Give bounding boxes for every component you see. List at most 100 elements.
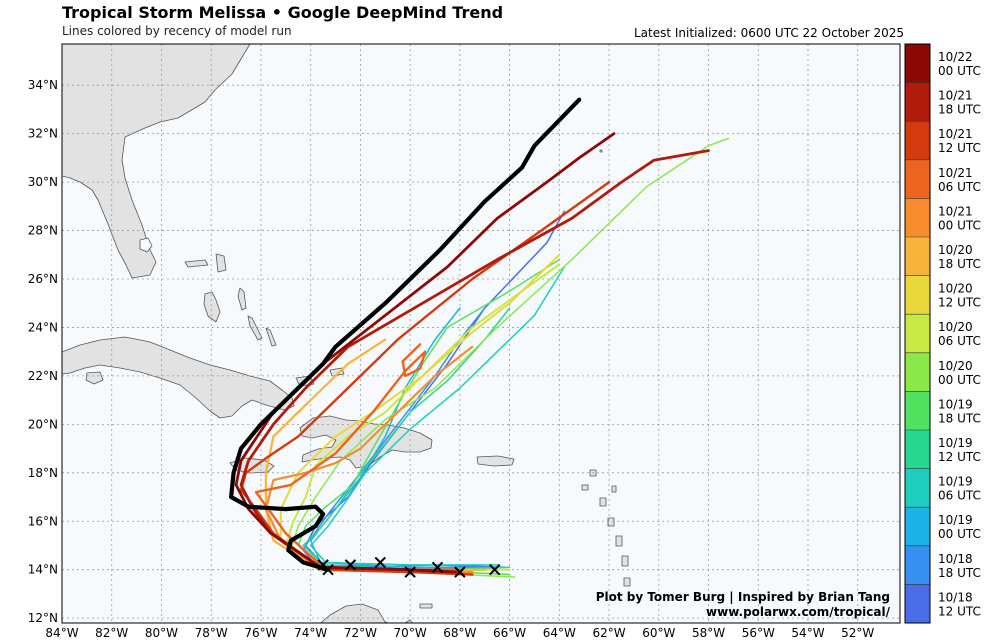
- colorbar-swatch: [905, 198, 930, 238]
- colorbar-time: 18 UTC: [938, 566, 981, 580]
- lon-tick-label: 66°W: [493, 626, 526, 640]
- lat-tick-label: 30°N: [28, 175, 58, 189]
- colorbar-time: 06 UTC: [938, 489, 981, 503]
- model-track-line: [309, 266, 566, 566]
- position-marker-x-icon: [431, 561, 444, 573]
- lat-tick-label: 34°N: [28, 78, 58, 92]
- colorbar-date: 10/18: [938, 552, 973, 566]
- grid-lines: [62, 44, 900, 623]
- colorbar-swatch: [905, 545, 930, 585]
- colorbar-time: 12 UTC: [938, 450, 981, 464]
- colorbar-date: 10/19: [938, 436, 973, 450]
- lesser-antilles-4: [615, 535, 623, 547]
- lon-tick-label: 60°W: [642, 626, 675, 640]
- lon-tick-label: 72°W: [344, 626, 377, 640]
- lon-tick-label: 62°W: [592, 626, 625, 640]
- chart-title: Tropical Storm Melissa • Google DeepMind…: [62, 3, 504, 22]
- colorbar-date: 10/21: [938, 127, 973, 141]
- position-marker-x-icon: [454, 566, 466, 578]
- lat-tick-label: 24°N: [28, 320, 58, 334]
- colorbar-time: 00 UTC: [938, 527, 981, 541]
- position-marker-x-icon: [317, 559, 329, 571]
- lon-tick-label: 54°W: [791, 626, 824, 640]
- colorbar-swatch: [905, 314, 930, 354]
- bahamas-eleuthera: [237, 287, 247, 311]
- position-marker-x-icon: [404, 566, 416, 578]
- lat-tick-label: 18°N: [28, 466, 58, 480]
- lat-tick-label: 22°N: [28, 369, 58, 383]
- lesser-antilles-6: [623, 577, 631, 587]
- lon-tick-label: 74°W: [294, 626, 327, 640]
- colorbar-date: 10/20: [938, 282, 973, 296]
- colorbar-time: 18 UTC: [938, 103, 981, 117]
- colorbar-swatch: [905, 391, 930, 431]
- lesser-antilles-2: [599, 497, 607, 507]
- colorbar-time: 12 UTC: [938, 604, 981, 618]
- colorbar-date: 10/19: [938, 475, 973, 489]
- colorbar-date: 10/21: [938, 166, 973, 180]
- bahamas-long-island: [265, 327, 277, 347]
- lon-tick-label: 78°W: [195, 626, 228, 640]
- model-track-line: [309, 307, 506, 571]
- bermuda: [599, 149, 603, 153]
- lat-tick-label: 26°N: [28, 272, 58, 286]
- colorbar-swatch: [905, 237, 930, 277]
- colorbar-time: 06 UTC: [938, 180, 981, 194]
- colorbar-time: 12 UTC: [938, 296, 981, 310]
- colorbar-frame: [904, 43, 931, 624]
- model-track-line: [304, 307, 498, 569]
- lat-tick-label: 28°N: [28, 224, 58, 238]
- latest-initialized-label: Latest Initialized: 0600 UTC 22 October …: [633, 26, 904, 40]
- colorbar-time: 18 UTC: [938, 411, 981, 425]
- colorbar-date: 10/19: [938, 397, 973, 411]
- colorbar-swatch: [905, 352, 930, 392]
- colorbar-date: 10/18: [938, 590, 973, 604]
- lat-tick-label: 12°N: [28, 611, 58, 625]
- bahamas-abaco: [215, 253, 227, 273]
- lon-tick-label: 76°W: [244, 626, 277, 640]
- lat-tick-label: 14°N: [28, 563, 58, 577]
- colorbar-swatch: [905, 121, 930, 161]
- position-marker-x-icon: [374, 556, 386, 569]
- lesser-antilles-5: [621, 555, 629, 567]
- credit-line-1: Plot by Tomer Burg | Inspired by Brian T…: [596, 590, 890, 604]
- colorbar-swatch: [905, 584, 930, 624]
- colorbar-date: 10/21: [938, 89, 973, 103]
- track-lines: [229, 97, 730, 578]
- isla-juventud: [85, 371, 104, 385]
- colorbar-time: 00 UTC: [938, 64, 981, 78]
- model-track-line: [254, 343, 462, 571]
- bahamas-gbi: [184, 259, 209, 268]
- colorbar-swatch: [905, 468, 930, 508]
- lake-okeechobee: [139, 237, 153, 253]
- lesser-antilles-1: [581, 484, 589, 491]
- colorbar-swatch: [905, 430, 930, 470]
- latest-track-line: [229, 97, 582, 572]
- colorbar-swatch: [905, 275, 930, 315]
- abc-islands: [419, 603, 433, 609]
- model-track-line: [302, 307, 511, 571]
- cuba: [62, 336, 295, 419]
- lon-tick-label: 82°W: [95, 626, 128, 640]
- position-marker-x-icon: [344, 559, 357, 571]
- lon-tick-label: 52°W: [841, 626, 874, 640]
- colorbar-swatch: [905, 82, 930, 122]
- colorbar-time: 06 UTC: [938, 334, 981, 348]
- colorbar-time: 18 UTC: [938, 257, 981, 271]
- colorbar-time: 00 UTC: [938, 218, 981, 232]
- colorbar-date: 10/20: [938, 359, 973, 373]
- lat-tick-label: 32°N: [28, 127, 58, 141]
- credit-line-2: www.polarwx.com/tropical/: [706, 605, 891, 619]
- lat-tick-label: 20°N: [28, 417, 58, 431]
- colorbar-swatch: [905, 44, 930, 84]
- us-east-coast: [62, 44, 251, 279]
- lesser-antilles-7: [611, 485, 617, 493]
- bahamas-exuma: [247, 315, 263, 341]
- plot-frame: [61, 43, 901, 624]
- colorbar-date: 10/21: [938, 204, 973, 218]
- colorbar-date: 10/22: [938, 50, 973, 64]
- lon-tick-label: 70°W: [394, 626, 427, 640]
- lon-tick-label: 56°W: [742, 626, 775, 640]
